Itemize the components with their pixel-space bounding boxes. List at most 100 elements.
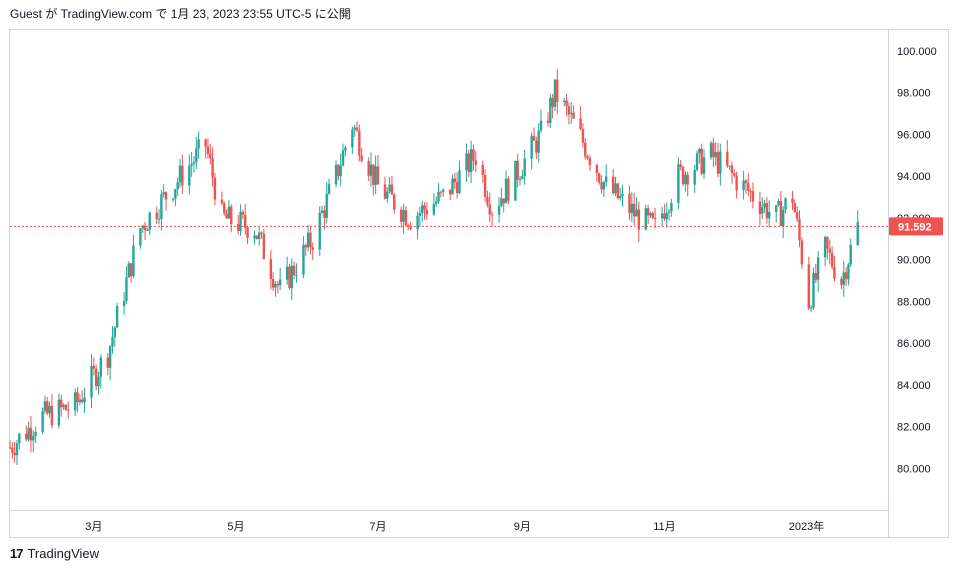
candle-up	[176, 182, 179, 190]
candle-down	[749, 190, 752, 192]
candle-down	[304, 245, 307, 248]
candle-down	[467, 153, 470, 173]
candle-up	[127, 263, 130, 278]
candle-up	[500, 198, 503, 207]
candle-up	[553, 79, 557, 107]
tradingview-logo-icon: 17	[10, 546, 24, 561]
candle-down	[490, 214, 494, 216]
candle-up	[777, 200, 780, 206]
candle-down	[716, 151, 720, 174]
candle-down	[751, 191, 755, 202]
candle-down	[532, 136, 536, 141]
candle-down	[376, 166, 380, 185]
candle-up	[823, 236, 827, 258]
candle-up	[195, 148, 198, 163]
tradingview-footer[interactable]: 17 TradingView	[10, 546, 99, 561]
candle-down	[535, 140, 538, 153]
candle-up	[113, 327, 117, 337]
candle-down	[551, 97, 554, 107]
candle-down	[565, 100, 568, 107]
candle-up	[295, 274, 298, 276]
candle-down	[586, 156, 589, 159]
candle-up	[239, 211, 242, 231]
candle-down	[744, 180, 748, 184]
last-price-label: 91.592	[898, 221, 932, 233]
y-tick-label: 84.000	[897, 380, 931, 392]
candle-up	[809, 307, 813, 309]
candle-down	[579, 118, 582, 129]
y-tick-label: 98.000	[897, 88, 931, 100]
candle-up	[374, 166, 377, 185]
candle-down	[502, 198, 505, 204]
candle-up	[530, 136, 533, 159]
candle-down	[830, 252, 834, 267]
candle-down	[223, 203, 226, 214]
candle-down	[80, 399, 84, 403]
candle-up	[306, 232, 310, 248]
candle-up	[518, 179, 522, 181]
candle-up	[775, 205, 778, 212]
candle-up	[148, 212, 151, 230]
candle-up	[115, 306, 119, 328]
candle-up	[523, 158, 526, 177]
candle-down	[681, 166, 685, 185]
x-tick-label: 11月	[653, 521, 675, 533]
candle-up	[334, 164, 338, 185]
candle-down	[448, 189, 452, 195]
candle-up	[327, 184, 331, 194]
candle-down	[679, 164, 682, 167]
candle-down	[653, 218, 657, 220]
candle-down	[106, 357, 110, 368]
x-tick-label: 2023年	[789, 519, 824, 533]
candle-up	[48, 405, 51, 414]
candle-down	[355, 127, 359, 131]
chart-frame[interactable]	[9, 29, 949, 538]
candle-down	[455, 182, 459, 194]
candle-down	[155, 212, 158, 219]
candle-up	[816, 257, 820, 280]
candle-up	[27, 427, 30, 440]
candle-up	[192, 162, 196, 164]
published-caption: Guest が TradingView.com で 1月 23, 2023 23…	[10, 7, 351, 21]
candle-up	[320, 210, 324, 213]
candle-up	[469, 149, 473, 173]
candle-down	[276, 284, 280, 286]
candle-up	[302, 245, 305, 275]
y-tick-label: 96.000	[897, 129, 931, 141]
candle-up	[728, 165, 731, 167]
candle-down	[92, 365, 96, 369]
candle-up	[742, 180, 745, 191]
candle-down	[483, 174, 487, 197]
candle-down	[747, 183, 750, 191]
candle-up	[437, 191, 440, 202]
candle-up	[621, 193, 624, 196]
candle-down	[730, 165, 734, 174]
candle-up	[78, 399, 82, 403]
candle-down	[844, 272, 848, 280]
candle-down	[225, 213, 228, 219]
candle-up	[465, 153, 468, 171]
candle-down	[244, 214, 247, 228]
candle-down	[372, 164, 375, 185]
candle-up	[351, 129, 354, 148]
candle-down	[11, 447, 14, 453]
candle-up	[441, 189, 445, 192]
candle-up	[849, 244, 852, 265]
price-axis: 80.00082.00084.00086.00088.00090.00092.0…	[888, 30, 937, 538]
candle-down	[726, 151, 729, 166]
candle-down	[765, 203, 769, 219]
candle-up	[549, 97, 552, 123]
candle-down	[814, 272, 818, 280]
candle-down	[826, 236, 829, 249]
candle-down	[164, 192, 168, 200]
candle-up	[856, 222, 859, 245]
candle-down	[311, 247, 314, 250]
candle-up	[62, 404, 65, 408]
candle-up	[197, 139, 200, 149]
candle-up	[667, 211, 671, 213]
candle-up	[83, 397, 86, 403]
candle-down	[204, 139, 207, 147]
candle-down	[611, 176, 615, 194]
y-tick-label: 80.000	[897, 463, 931, 475]
